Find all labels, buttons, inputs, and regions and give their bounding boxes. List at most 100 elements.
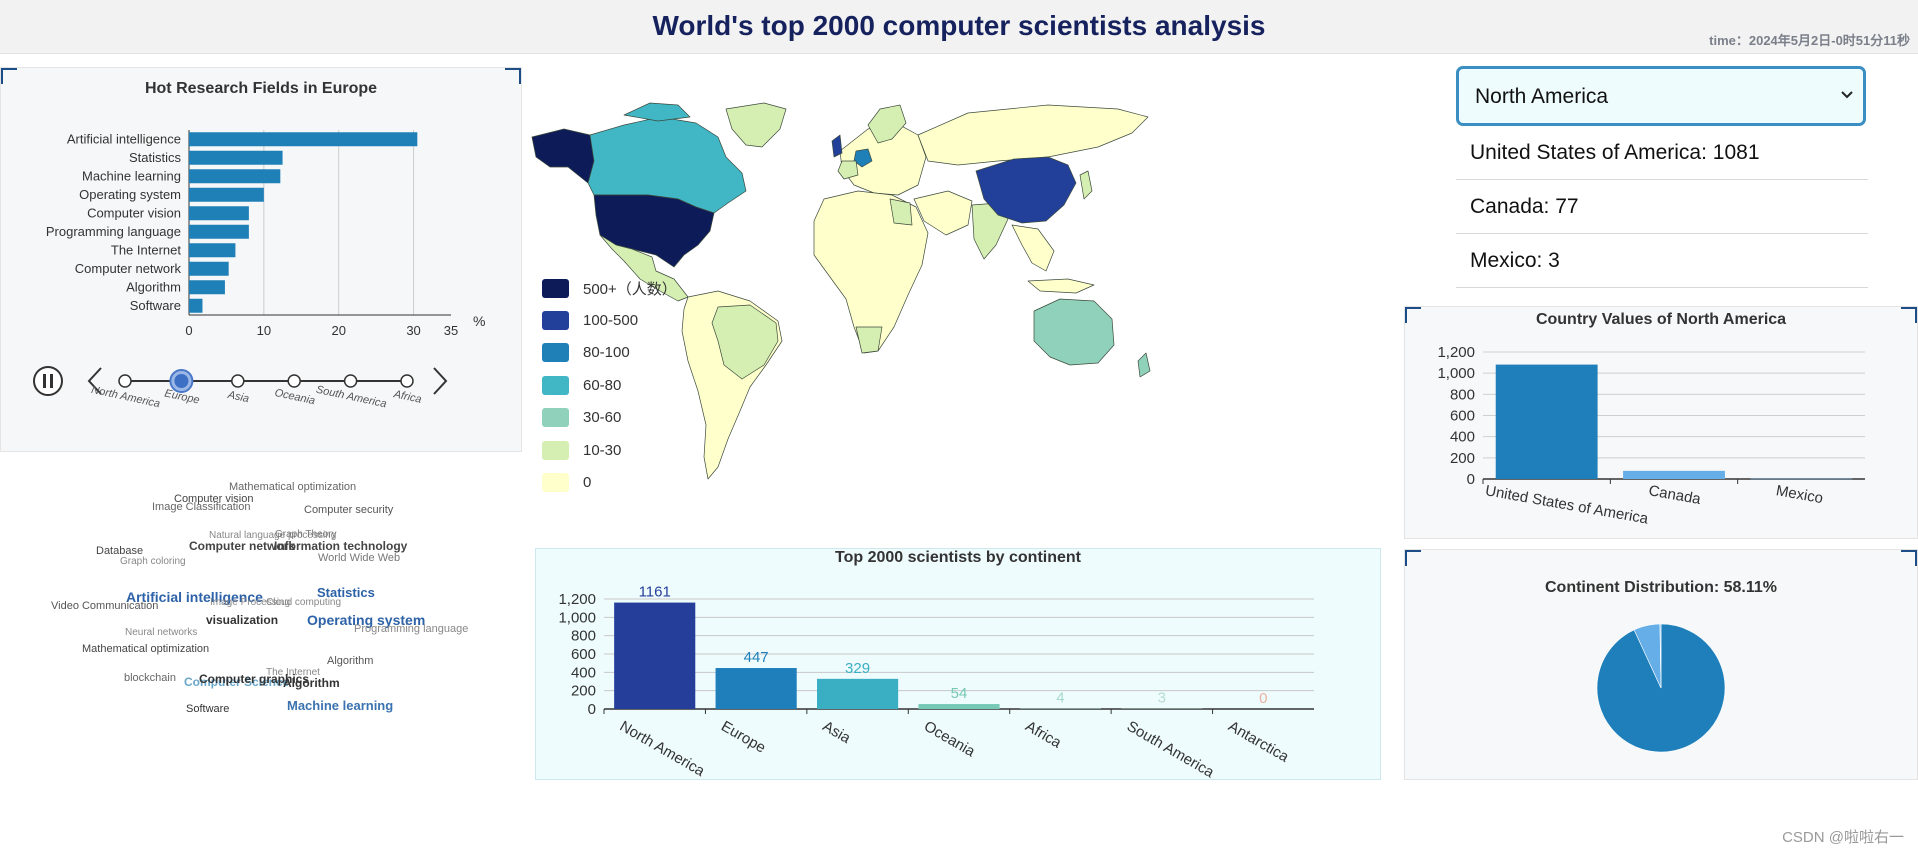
- legend-label: 500+（人数）: [583, 280, 677, 298]
- map-region-france: [837, 160, 859, 180]
- word-cloud-term: Graph Theory: [275, 529, 337, 540]
- map-region-scandinavia: [867, 104, 907, 144]
- category-label: Statistics: [129, 150, 182, 165]
- panel-corner: [1405, 307, 1421, 323]
- map-region-japan: [1079, 170, 1093, 200]
- bar[interactable]: [189, 150, 283, 165]
- legend-item[interactable]: 30-60: [542, 406, 621, 428]
- pie-slice[interactable]: [1659, 623, 1662, 689]
- category-label: Mexico: [1775, 482, 1825, 507]
- category-label: The Internet: [111, 242, 181, 257]
- country-bar-chart: 1,200 1,000 800 600 400 200 0 United States of …: [1437, 344, 1865, 528]
- bar[interactable]: [189, 298, 203, 313]
- word-cloud-term: visualization: [206, 613, 279, 627]
- timeline-label[interactable]: Oceania: [274, 387, 317, 407]
- y-tick-label: 1,200: [1437, 344, 1475, 361]
- bar[interactable]: [189, 261, 229, 276]
- value-label: 0: [1259, 690, 1267, 707]
- map-region-new-zealand: [1137, 352, 1151, 378]
- value-label: 329: [845, 660, 870, 677]
- map-region-middle-east: [913, 190, 973, 236]
- pause-icon: [33, 366, 63, 396]
- legend-item[interactable]: 10-30: [542, 439, 621, 461]
- country-list-item: Mexico: 3: [1456, 234, 1868, 288]
- map-region-russia: [917, 104, 1149, 166]
- watermark: CSDN @啦啦右一: [1782, 829, 1904, 846]
- bar[interactable]: [918, 704, 1000, 709]
- bar[interactable]: [817, 678, 899, 709]
- y-tick-label: 800: [1450, 386, 1475, 403]
- world-map: [531, 102, 1151, 480]
- bar[interactable]: [1623, 470, 1725, 479]
- timeline-node[interactable]: [343, 374, 358, 388]
- panel-corner: [505, 68, 521, 84]
- bar[interactable]: [189, 169, 281, 184]
- category-label: Africa: [1022, 718, 1064, 752]
- panel-corner: [1901, 307, 1917, 323]
- category-label: Asia: [820, 718, 854, 748]
- map-region-greenland: [725, 102, 787, 148]
- bar[interactable]: [614, 602, 696, 709]
- legend-item[interactable]: 60-80: [542, 374, 621, 396]
- legend-swatch: [542, 440, 569, 460]
- timeline-node[interactable]: [400, 374, 414, 388]
- legend-label: 100-500: [583, 311, 639, 329]
- timeline-label[interactable]: North America: [90, 384, 161, 410]
- timeline-node[interactable]: [118, 374, 132, 388]
- chevron-right-icon[interactable]: [433, 367, 448, 395]
- legend-item[interactable]: 80-100: [542, 341, 630, 363]
- category-label: Software: [130, 298, 181, 313]
- europe-chart-title: Hot Research Fields in Europe: [144, 80, 378, 97]
- category-label: Antarctica: [1225, 718, 1292, 766]
- category-label: South America: [1124, 718, 1218, 781]
- map-region-egypt: [889, 198, 913, 226]
- legend-label: 60-80: [583, 376, 622, 394]
- value-label: 54: [951, 685, 968, 702]
- word-cloud-term: Programming language: [354, 623, 469, 635]
- timeline-label[interactable]: South America: [315, 384, 388, 411]
- word-cloud-term: blockchain: [124, 672, 176, 684]
- europe-fields-panel: Hot Research Fields in Europe Artificial…: [0, 67, 522, 452]
- y-tick-label: 600: [571, 646, 596, 663]
- legend-swatch: [542, 407, 569, 427]
- value-label: 3: [1158, 690, 1166, 707]
- timeline-node[interactable]: [231, 374, 245, 388]
- map-region-indonesia: [1027, 278, 1095, 294]
- pause-button[interactable]: [33, 366, 63, 396]
- timeline-node[interactable]: [287, 374, 301, 388]
- timeline-label[interactable]: Asia: [226, 389, 250, 405]
- bar[interactable]: [189, 132, 418, 147]
- pie-chart: [1596, 623, 1726, 753]
- header-bar: World's top 2000 computer scientists ana…: [0, 0, 1918, 54]
- panel-corner: [1405, 550, 1421, 566]
- word-cloud-term: Mathematical optimization: [229, 481, 357, 493]
- bar[interactable]: [189, 243, 236, 258]
- bar[interactable]: [189, 280, 225, 295]
- legend-item[interactable]: 100-500: [542, 309, 638, 331]
- legend-item[interactable]: 0: [542, 471, 591, 493]
- bar[interactable]: [189, 187, 264, 202]
- bar[interactable]: [189, 206, 249, 221]
- bar[interactable]: [1750, 478, 1853, 480]
- legend-swatch: [542, 375, 569, 395]
- word-cloud-term: Neural networks: [125, 627, 198, 638]
- word-cloud-term: Computer vision: [174, 493, 254, 505]
- bar[interactable]: [1495, 364, 1598, 479]
- bar[interactable]: [189, 224, 249, 239]
- map-region-canada-islands: [623, 102, 691, 122]
- panel-corner: [1901, 550, 1917, 566]
- map-region-china: [975, 156, 1077, 224]
- timeline-label[interactable]: Europe: [163, 388, 200, 407]
- legend-item[interactable]: 500+（人数）: [542, 277, 677, 299]
- legend-label: 30-60: [583, 408, 622, 426]
- y-tick-label: 1,200: [558, 591, 596, 608]
- chevron-left-icon[interactable]: [87, 367, 102, 395]
- europe-bar-chart: Artificial intelligence Statistics Machine…: [33, 130, 485, 411]
- timeline-label[interactable]: Africa: [392, 388, 423, 406]
- bar[interactable]: [715, 668, 797, 709]
- word-cloud-term: World Wide Web: [318, 552, 401, 564]
- value-label: 1161: [639, 584, 671, 601]
- word-cloud-term: Operating system: [307, 612, 426, 628]
